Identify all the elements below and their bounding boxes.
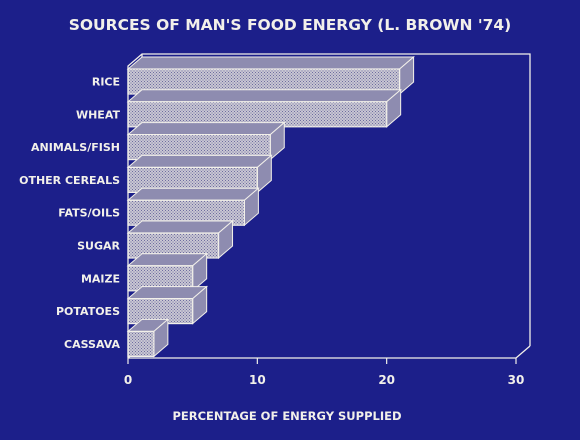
floor-edge xyxy=(128,345,531,359)
bar-wheat xyxy=(126,88,403,128)
bar-top-face xyxy=(126,56,415,70)
bar-cassava xyxy=(126,318,170,358)
category-label: WHEAT xyxy=(76,108,121,121)
bar-top-face xyxy=(126,122,286,136)
category-label: OTHER CEREALS xyxy=(19,174,120,187)
bar-top-face xyxy=(126,220,234,234)
x-axis-ticks: 0 10 20 30 xyxy=(124,358,525,387)
bar-fats-oils xyxy=(126,187,260,227)
category-label: MAIZE xyxy=(81,272,120,285)
bar-rice xyxy=(126,55,415,96)
category-label: CASSAVA xyxy=(64,338,120,351)
chart-title: SOURCES OF MAN'S FOOD ENERGY (L. BROWN '… xyxy=(69,16,512,34)
bar-sugar xyxy=(126,219,234,260)
x-axis-label: PERCENTAGE OF ENERGY SUPPLIED xyxy=(172,409,401,423)
bars xyxy=(126,55,415,358)
x-tick-label: 0 xyxy=(124,373,132,387)
category-label: SUGAR xyxy=(77,240,120,253)
bar-top-face xyxy=(126,187,260,201)
x-tick-label: 10 xyxy=(249,373,266,387)
bar-animals-fish xyxy=(126,121,286,161)
bar-potatoes xyxy=(126,285,209,325)
category-label: ANIMALS/FISH xyxy=(31,141,120,154)
bar-front-face xyxy=(127,330,155,357)
category-label: RICE xyxy=(92,76,120,89)
bar-top-face xyxy=(126,154,273,168)
category-label: POTATOES xyxy=(56,305,120,318)
x-tick-label: 30 xyxy=(508,373,525,387)
bar-other-cereals xyxy=(126,154,273,194)
category-label: FATS/OILS xyxy=(58,207,120,220)
bar-top-face xyxy=(126,89,403,103)
category-labels: RICE WHEAT ANIMALS/FISH OTHER CEREALS FATS/O… xyxy=(19,76,120,351)
x-tick-label: 20 xyxy=(378,373,395,387)
bar-maize xyxy=(126,252,209,292)
